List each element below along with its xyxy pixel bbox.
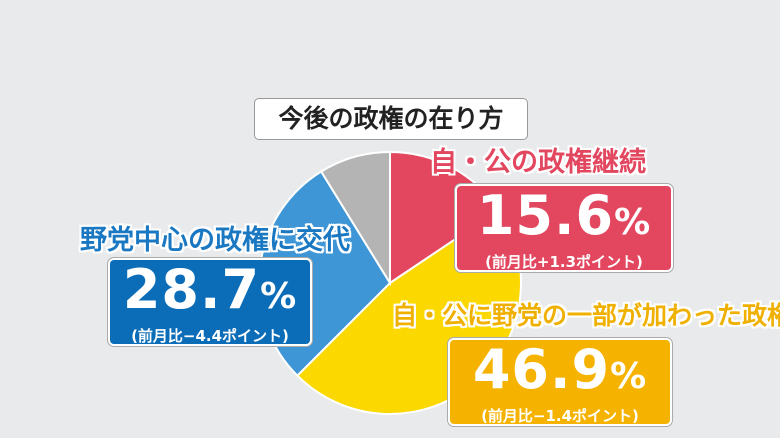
slice-label-coalition: 自・公に野党の一部が加わった政権 (392, 301, 780, 330)
value-box-continue: 15.6% (前月比+1.3ポイント) (455, 184, 673, 272)
change-opposition: (前月比−4.4ポイント) (131, 327, 289, 345)
slice-label-continue: 自・公の政権継続 (430, 147, 646, 178)
unit: % (610, 356, 648, 397)
chart-title: 今後の政権の在り方 (254, 98, 528, 140)
value-box-coalition: 46.9% (前月比−1.4ポイント) (448, 338, 672, 426)
change-coalition: (前月比−1.4ポイント) (481, 407, 639, 425)
value-coalition: 46.9 (472, 338, 611, 401)
value-opposition: 28.7 (122, 258, 261, 321)
pie-slice-other (319, 150, 391, 287)
value-continue: 15.6 (476, 184, 615, 247)
unit: % (260, 276, 298, 317)
change-continue: (前月比+1.3ポイント) (485, 253, 643, 271)
slice-label-opposition: 野党中心の政権に交代 (80, 225, 350, 256)
value-box-opposition: 28.7% (前月比−4.4ポイント) (108, 258, 312, 346)
unit: % (614, 202, 652, 243)
